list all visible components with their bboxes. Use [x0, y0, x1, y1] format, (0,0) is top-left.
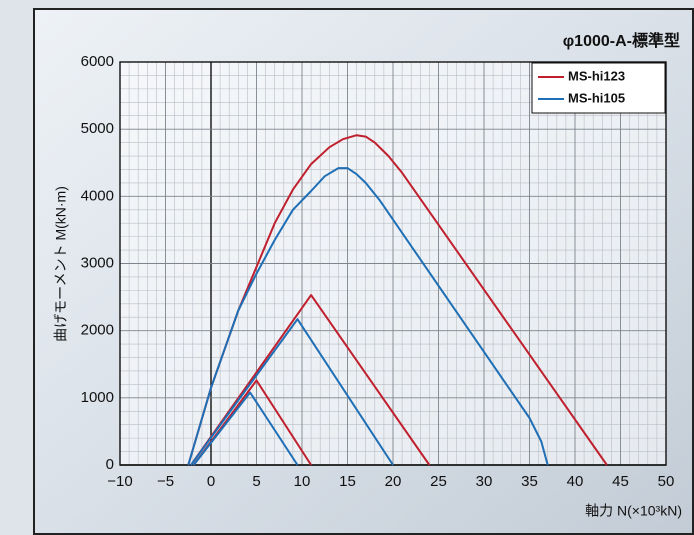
curve — [187, 167, 549, 466]
y-tick-label: 3000 — [81, 254, 114, 271]
x-tick-label: 25 — [430, 473, 447, 490]
y-tick-label: 4000 — [81, 187, 114, 204]
x-tick-label: 30 — [476, 473, 493, 490]
x-tick-label: 20 — [385, 473, 402, 490]
y-tick-label: 2000 — [81, 322, 114, 339]
chart-title: φ1000-A-標準型 — [563, 31, 680, 50]
legend-box — [531, 62, 666, 114]
x-tick-label: −5 — [157, 473, 174, 490]
curve — [190, 294, 431, 466]
x-tick-label: 40 — [567, 473, 584, 490]
x-tick-label: −10 — [107, 473, 132, 490]
curve — [192, 391, 299, 466]
y-axis-label: 曲げモーメント M(kN·m) — [53, 186, 69, 342]
x-tick-label: 35 — [521, 473, 538, 490]
y-tick-label: 5000 — [81, 120, 114, 137]
x-axis-label: 軸力 N(×10³kN) — [585, 503, 682, 519]
x-tick-label: 5 — [252, 473, 260, 490]
legend-label: MS-hi105 — [568, 90, 625, 105]
x-tick-label: 15 — [339, 473, 356, 490]
y-tick-label: 0 — [106, 456, 114, 473]
x-tick-label: 10 — [294, 473, 311, 490]
curve — [190, 318, 394, 466]
x-tick-label: 45 — [612, 473, 629, 490]
legend-label: MS-hi123 — [568, 68, 625, 83]
x-tick-label: 0 — [207, 473, 215, 490]
x-tick-label: 50 — [658, 473, 675, 490]
y-tick-label: 1000 — [81, 389, 114, 406]
y-tick-label: 6000 — [81, 53, 114, 70]
